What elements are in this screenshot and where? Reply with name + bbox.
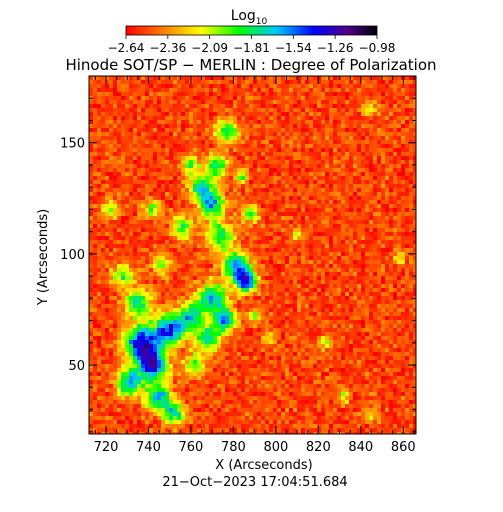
colorbar-tick-label: −2.36 bbox=[149, 41, 186, 55]
x-tick-label: 720 bbox=[94, 440, 119, 455]
y-axis-label: Y (Arcseconds) bbox=[36, 209, 51, 306]
x-tick-label: 860 bbox=[391, 440, 416, 455]
y-tick-label: 50 bbox=[68, 359, 85, 374]
colorbar-label: Log10 bbox=[231, 8, 268, 27]
x-axis-label: X (Arcseconds) bbox=[215, 458, 312, 473]
plot-frame bbox=[88, 75, 417, 435]
colorbar-tick-label: −2.64 bbox=[108, 41, 145, 55]
x-tick-label: 800 bbox=[263, 440, 288, 455]
x-axis: 720 740 760 780 800 820 840 860 bbox=[94, 76, 416, 455]
colorbar-ticks: −2.64 −2.36 −2.09 −1.81 −1.54 −1.26 −0.98 bbox=[108, 35, 396, 55]
colorbar-tick-label: −1.26 bbox=[317, 41, 354, 55]
heatmap bbox=[89, 76, 416, 434]
colorbar bbox=[125, 25, 378, 36]
x-tick-label: 780 bbox=[221, 440, 246, 455]
x-tick-label: 760 bbox=[179, 440, 204, 455]
y-tick-label: 150 bbox=[60, 137, 85, 152]
colorbar-tick-label: −2.09 bbox=[191, 41, 228, 55]
y-axis: 50 100 150 bbox=[60, 75, 416, 433]
colorbar-tick-label: −1.81 bbox=[233, 41, 270, 55]
colorbar-tick-label: −1.54 bbox=[275, 41, 312, 55]
x-tick-label: 740 bbox=[136, 440, 161, 455]
colorbar-tick-label: −0.98 bbox=[359, 41, 396, 55]
y-tick-label: 100 bbox=[60, 248, 85, 263]
x-tick-label: 820 bbox=[306, 440, 331, 455]
x-tick-label: 840 bbox=[348, 440, 373, 455]
timestamp: 21−Oct−2023 17:04:51.684 bbox=[162, 475, 347, 490]
chart-title: Hinode SOT/SP − MERLIN : Degree of Polar… bbox=[65, 56, 436, 74]
